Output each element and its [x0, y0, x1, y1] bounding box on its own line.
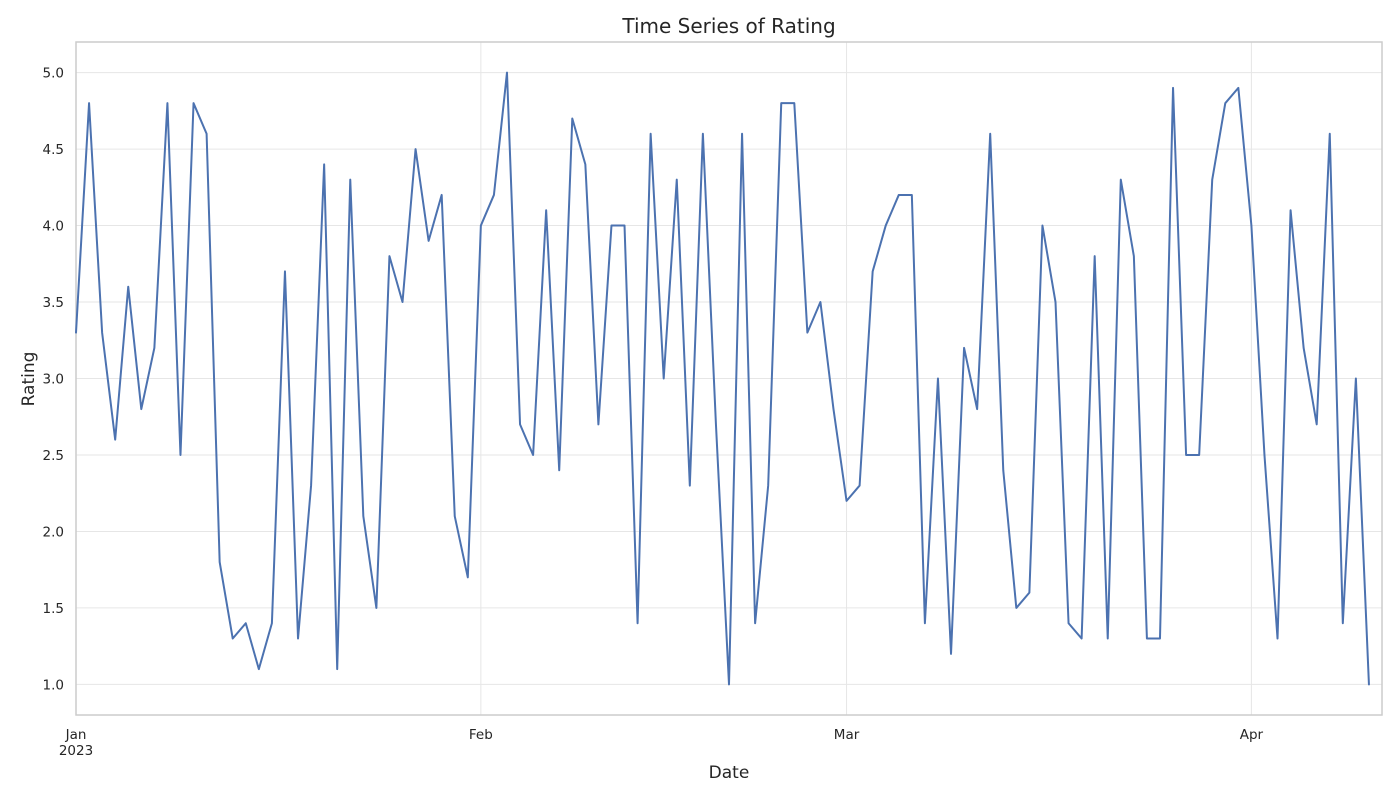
x-tick-label: Mar [834, 727, 860, 743]
y-tick-label: 3.0 [43, 372, 64, 388]
x-tick-sublabel: 2023 [59, 743, 93, 759]
y-tick-label: 1.5 [43, 601, 64, 617]
y-tick-label: 3.5 [43, 295, 64, 311]
y-tick-label: 4.0 [43, 219, 64, 235]
series-layer [75, 71, 1370, 686]
y-tick-label: 4.5 [43, 142, 64, 158]
y-tick-label: 2.0 [43, 524, 64, 540]
x-tick-label: Jan [65, 727, 87, 743]
series-line [75, 71, 1370, 686]
plot-frame [75, 41, 1383, 716]
y-tick-label: 5.0 [43, 66, 64, 82]
chart-title: Time Series of Rating [621, 14, 835, 38]
x-tick-label: Feb [469, 727, 493, 743]
y-axis: 1.0 1.5 2.0 2.5 3.0 3.5 4.0 4.5 5.0 [43, 66, 64, 694]
x-tick-label: Apr [1240, 727, 1264, 743]
x-axis-label: Date [709, 763, 750, 783]
y-axis-label: Rating [19, 352, 39, 407]
y-tick-label: 2.5 [43, 448, 64, 464]
y-tick-label: 1.0 [43, 677, 64, 693]
